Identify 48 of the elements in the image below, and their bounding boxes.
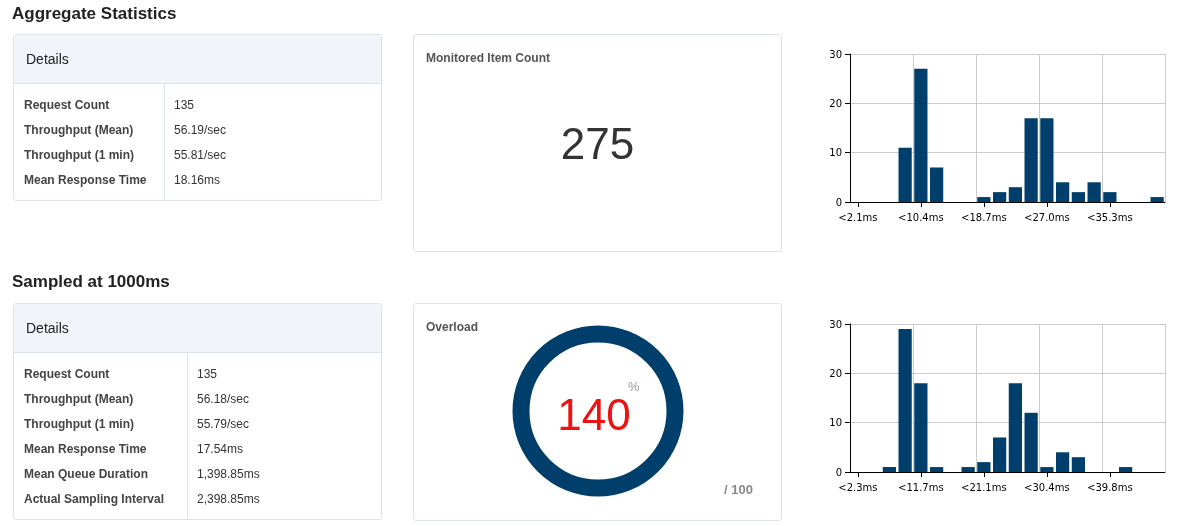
text: 56.18/sec	[197, 392, 250, 406]
text: 56.19/sec	[174, 123, 227, 137]
text: Throughput (Mean)	[24, 392, 134, 406]
x-tick-label: <35.3ms	[1087, 211, 1133, 223]
x-tick-label: <39.8ms	[1087, 481, 1133, 493]
text: %	[628, 379, 640, 394]
text: Throughput (1 min)	[24, 417, 134, 431]
text: Aggregate Statistics	[12, 4, 177, 24]
y-tick-label: 10	[829, 417, 842, 429]
x-tick-label: <11.7ms	[898, 481, 944, 493]
text: Throughput (1 min)	[24, 148, 134, 162]
x-tick-label: <27.0ms	[1024, 211, 1070, 223]
text: Request Count	[24, 98, 110, 112]
text: / 100	[724, 482, 753, 497]
text: Mean Response Time	[24, 173, 147, 187]
text: Details	[14, 304, 381, 353]
y-tick-label: 20	[829, 97, 842, 109]
y-tick-label: 0	[835, 466, 842, 478]
x-tick-label: <2.1ms	[838, 211, 878, 223]
text: 135	[174, 98, 195, 112]
text: Mean Response Time	[24, 442, 147, 456]
text: 18.16ms	[174, 173, 221, 187]
x-tick-label: <2.3ms	[838, 481, 878, 493]
text: 17.54ms	[197, 442, 244, 456]
text: Details	[14, 35, 381, 84]
text: Mean Queue Duration	[24, 467, 149, 481]
y-tick-label: 30	[829, 318, 842, 330]
y-tick-label: 20	[829, 367, 842, 379]
x-tick-label: <18.7ms	[961, 211, 1007, 223]
text: Actual Sampling Interval	[24, 492, 165, 506]
text: Overload	[426, 320, 479, 334]
text: 275	[559, 119, 636, 169]
text: 135	[197, 367, 218, 381]
text: Monitored Item Count	[426, 51, 550, 65]
text: 55.79/sec	[197, 417, 250, 431]
text: 140	[556, 390, 631, 440]
x-tick-label: <10.4ms	[898, 211, 944, 223]
text: Request Count	[24, 367, 110, 381]
text: Throughput (Mean)	[24, 123, 134, 137]
y-tick-label: 30	[829, 48, 842, 60]
text: Sampled at 1000ms	[12, 272, 170, 292]
text: 55.81/sec	[174, 148, 227, 162]
x-tick-label: <30.4ms	[1024, 481, 1070, 493]
x-tick-label: <21.1ms	[961, 481, 1007, 493]
text: 1,398.85ms	[197, 467, 260, 481]
text: 2,398.85ms	[197, 492, 260, 506]
y-tick-label: 10	[829, 147, 842, 159]
y-tick-label: 0	[835, 196, 842, 208]
